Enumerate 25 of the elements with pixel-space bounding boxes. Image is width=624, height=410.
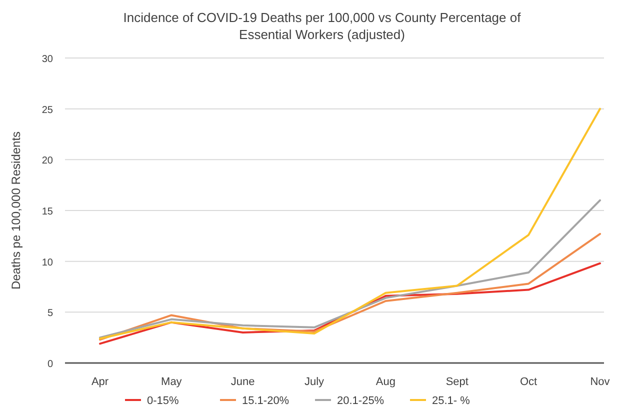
x-tick-label: June bbox=[230, 376, 255, 388]
line-series bbox=[99, 199, 601, 339]
y-tick-label: 15 bbox=[42, 206, 54, 218]
y-tick-label: 30 bbox=[42, 54, 54, 65]
y-tick-label: 25 bbox=[42, 104, 54, 116]
x-tick-label: Oct bbox=[520, 376, 538, 388]
chart-title: Incidence of COVID-19 Deaths per 100,000 vs County Percentage of Essential Workers (adjusted) bbox=[123, 10, 522, 42]
legend-label: 0-15% bbox=[147, 395, 180, 407]
y-axis-title: Deaths pe 100,000 Residents bbox=[9, 131, 23, 290]
x-tick-label: Aug bbox=[376, 376, 396, 388]
x-tick-label: Nov bbox=[590, 376, 610, 388]
legend-label: 15.1-20% bbox=[242, 395, 290, 407]
y-tick-label: 10 bbox=[42, 257, 54, 268]
legend-label: 25.1- % bbox=[432, 395, 470, 407]
line-series bbox=[99, 262, 601, 345]
y-tick-label: 20 bbox=[42, 156, 54, 167]
x-tick-label: July bbox=[304, 376, 325, 388]
x-tick-label: May bbox=[161, 376, 182, 388]
line-series bbox=[99, 232, 601, 341]
y-tick-label: 5 bbox=[47, 308, 54, 320]
x-tick-label: Sept bbox=[446, 376, 468, 388]
y-tick-label: 0 bbox=[47, 359, 54, 370]
legend-label: 20.1-25% bbox=[337, 395, 384, 407]
x-tick-label: Apr bbox=[91, 376, 109, 388]
line-series bbox=[99, 108, 601, 340]
